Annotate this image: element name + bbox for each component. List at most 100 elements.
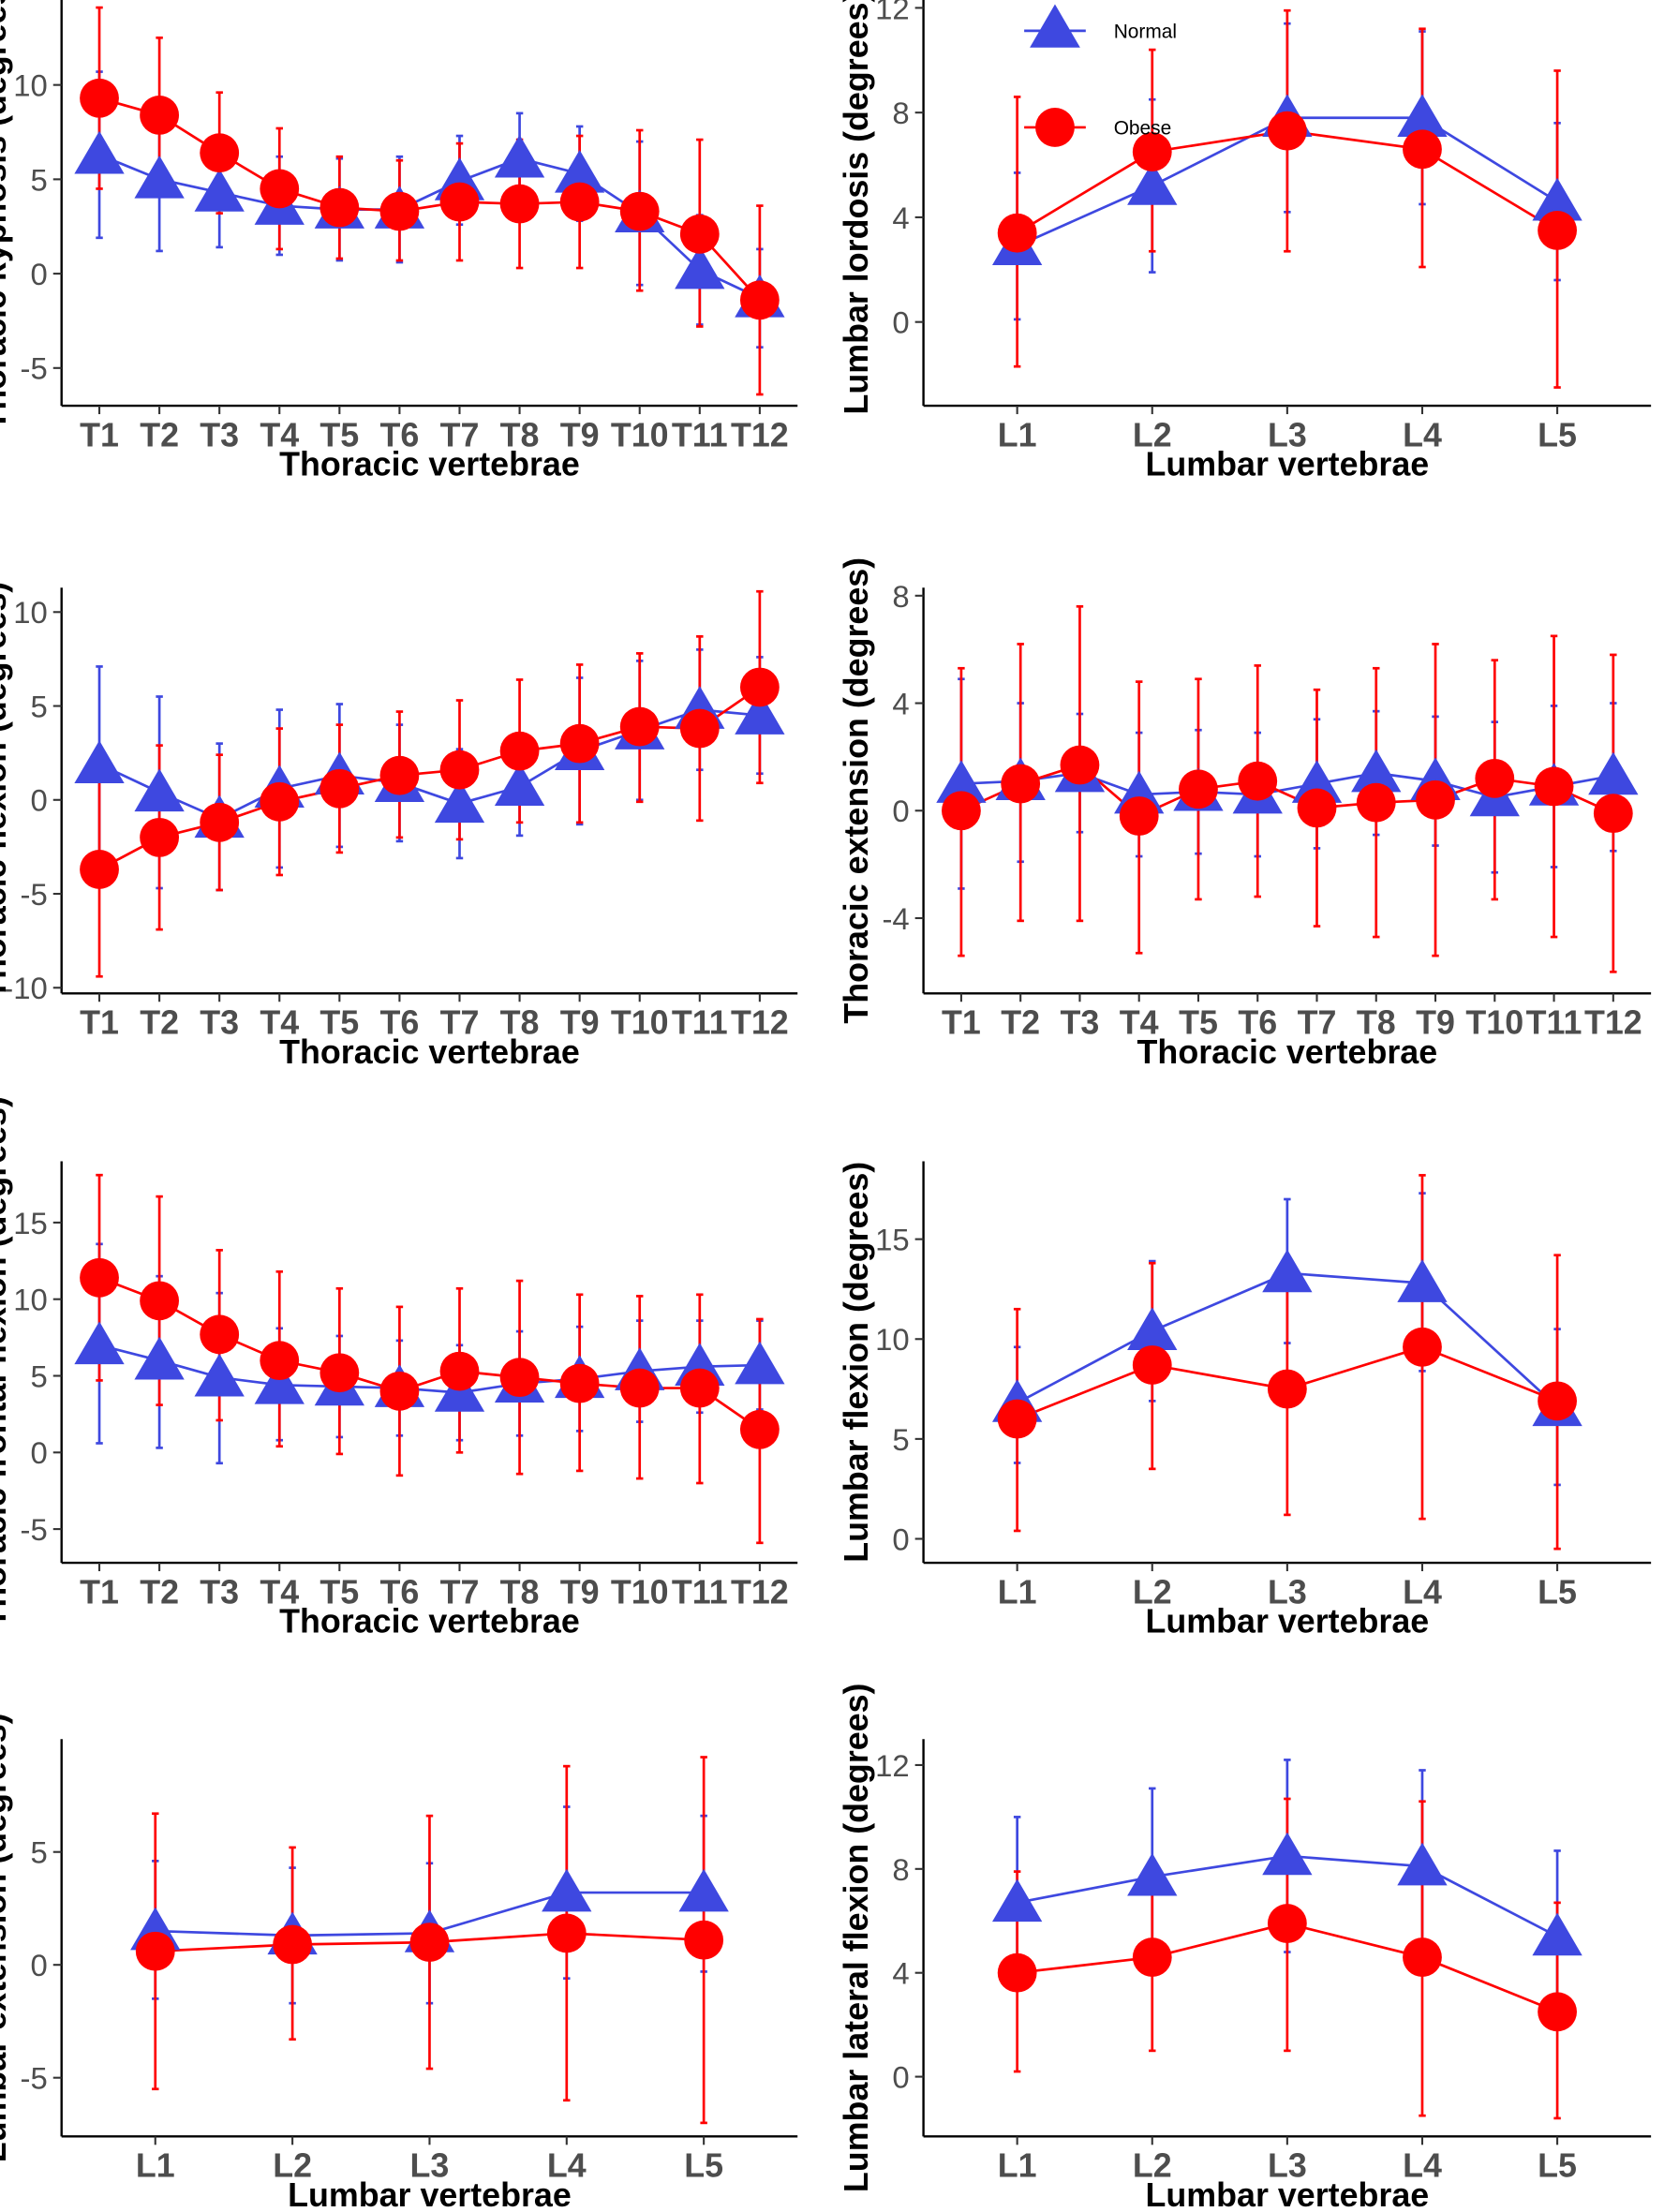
x-tick-label: T7: [440, 416, 480, 453]
series-line-obese: [98, 1276, 761, 1431]
data-point-normal: [134, 155, 185, 199]
x-tick-label: L3: [1268, 416, 1307, 453]
data-point-obese: [499, 731, 540, 771]
y-tick-label: 8: [892, 579, 909, 614]
x-axis-title: Lumbar vertebrae: [1146, 2176, 1430, 2212]
x-tick-label: T6: [380, 1004, 420, 1042]
x-tick-label: T3: [200, 1573, 239, 1611]
data-point-obese: [200, 802, 240, 842]
data-point-normal: [254, 1360, 305, 1404]
data-point-obese: [260, 169, 300, 209]
x-tick-label: T12: [1584, 1004, 1642, 1042]
y-axis-title: Lumbar flexion (degrees): [838, 1162, 875, 1563]
data-point-obese: [1475, 758, 1515, 798]
x-tick-label: L1: [998, 1573, 1037, 1611]
series-obese: [96, 1173, 764, 1545]
data-point-obese: [439, 1351, 480, 1391]
data-point-obese: [1060, 745, 1100, 785]
data-point-obese: [135, 1931, 175, 1971]
data-point-obese: [679, 214, 720, 254]
x-tick-label: T6: [1238, 1004, 1277, 1042]
x-tick-label: T1: [80, 1004, 119, 1042]
data-point-normal: [434, 779, 485, 824]
data-point-obese: [140, 1281, 180, 1321]
legend-label-obese: Obese: [1114, 117, 1172, 139]
x-tick-label: T10: [611, 416, 669, 453]
x-tick-label: L2: [273, 2147, 312, 2185]
x-tick-label: L3: [1268, 1573, 1307, 1611]
x-tick-label: T11: [672, 416, 728, 453]
y-tick-label: -10: [3, 971, 47, 1005]
data-point-obese: [739, 667, 780, 707]
x-tick-label: T9: [560, 1573, 600, 1611]
x-tick-label: T9: [1416, 1004, 1455, 1042]
legend: Normal Obese: [1024, 4, 1177, 147]
legend-marker-normal: [1030, 4, 1080, 48]
data-point-normal: [1351, 749, 1402, 793]
data-point-obese: [997, 1399, 1037, 1439]
y-tick-label: 8: [892, 96, 909, 130]
x-tick-label: T10: [611, 1004, 669, 1042]
x-axis-title: Lumbar vertebrae: [1146, 1603, 1430, 1640]
x-tick-label: L5: [1538, 1573, 1577, 1611]
x-tick-label: T4: [260, 416, 299, 453]
y-tick-label: -5: [21, 2061, 48, 2096]
x-axis-title: Thoracic vertebrae: [279, 1033, 580, 1071]
x-tick-label: L4: [1403, 1573, 1442, 1611]
y-tick-label: 8: [892, 1852, 909, 1887]
y-tick-label: 5: [30, 162, 47, 197]
data-point-obese: [1403, 129, 1442, 170]
data-point-normal: [74, 1321, 125, 1365]
data-point-obese: [1403, 1327, 1442, 1367]
x-tick-label: T4: [260, 1573, 299, 1611]
x-tick-label: T4: [260, 1004, 299, 1042]
panel-thoracic-extension: -4 0 4 8 T1 T2 T3 T4 T5 T6 T7 T8 T9 T10 T11 T12 Thoracic…: [838, 557, 1652, 1071]
data-point-obese: [140, 95, 180, 135]
x-tick-label: T1: [80, 416, 119, 453]
y-tick-label: 0: [30, 1435, 47, 1470]
y-tick-label: 4: [892, 200, 909, 235]
series-obese: [96, 589, 764, 978]
y-tick-label: 4: [892, 1956, 909, 1991]
data-point-obese: [1534, 766, 1574, 807]
data-point-normal: [735, 691, 785, 735]
y-tick-label: 5: [30, 689, 47, 723]
y-axis-title: Lumbar extension (degrees): [0, 1713, 13, 2162]
data-point-obese: [619, 191, 660, 231]
data-point-normal: [1397, 1842, 1448, 1886]
y-tick-label: 0: [892, 794, 909, 828]
y-tick-label: 12: [875, 1748, 910, 1783]
x-tick-label: T10: [1465, 1004, 1523, 1042]
data-point-obese: [1132, 1937, 1172, 1977]
y-tick-label: 12: [875, 0, 910, 25]
legend-marker-obese: [1035, 108, 1075, 147]
data-point-normal: [494, 134, 545, 178]
data-point-obese: [739, 280, 780, 320]
data-point-normal: [1397, 94, 1448, 138]
x-tick-label: L5: [1538, 416, 1577, 453]
data-point-obese: [1593, 794, 1633, 834]
data-point-normal: [74, 130, 125, 174]
data-point-obese: [679, 708, 720, 749]
data-point-obese: [439, 182, 480, 222]
data-point-obese: [80, 850, 119, 889]
data-point-obese: [739, 1409, 780, 1449]
x-tick-label: T8: [500, 1573, 540, 1611]
series-obese: [96, 6, 764, 396]
data-point-normal: [1588, 751, 1639, 795]
x-tick-label: T12: [731, 416, 789, 453]
series-obese: [1013, 8, 1561, 389]
x-tick-label: T11: [672, 1004, 728, 1042]
y-tick-label: 15: [875, 1223, 910, 1257]
series-normal: [96, 1242, 764, 1465]
x-tick-label: T7: [1298, 1004, 1337, 1042]
data-point-obese: [260, 781, 300, 822]
y-axis-title: Lumbar lateral flexion (degrees): [838, 1684, 875, 2193]
x-axis-title: Thoracic vertebrae: [279, 1603, 580, 1640]
x-tick-label: T11: [672, 1573, 728, 1611]
data-point-obese: [319, 1353, 360, 1393]
data-point-obese: [260, 1341, 300, 1381]
x-tick-label: L5: [684, 2147, 723, 2185]
x-tick-label: T8: [500, 1004, 540, 1042]
